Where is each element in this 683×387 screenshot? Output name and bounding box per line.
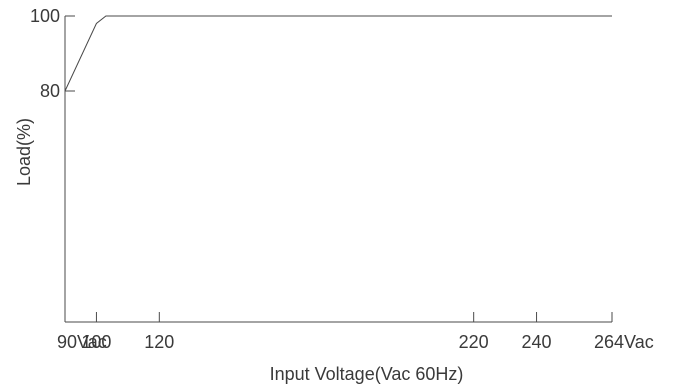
x-tick-label: 264Vac [594,332,654,352]
y-tick-label: 100 [30,6,60,26]
x-tick-label: 240 [522,332,552,352]
y-tick-label: 80 [40,81,60,101]
x-tick-label: 90Vac [57,332,107,352]
x-tick-label: 120 [144,332,174,352]
series-line [64,15,612,92]
x-axis-title: Input Voltage(Vac 60Hz) [270,364,464,384]
x-tick-label: 220 [459,332,489,352]
y-axis-title: Load(%) [14,118,34,186]
series-group [64,15,612,92]
y-axis-ticks: 100 80 [30,6,75,101]
x-tick-label: 100 [81,332,111,352]
